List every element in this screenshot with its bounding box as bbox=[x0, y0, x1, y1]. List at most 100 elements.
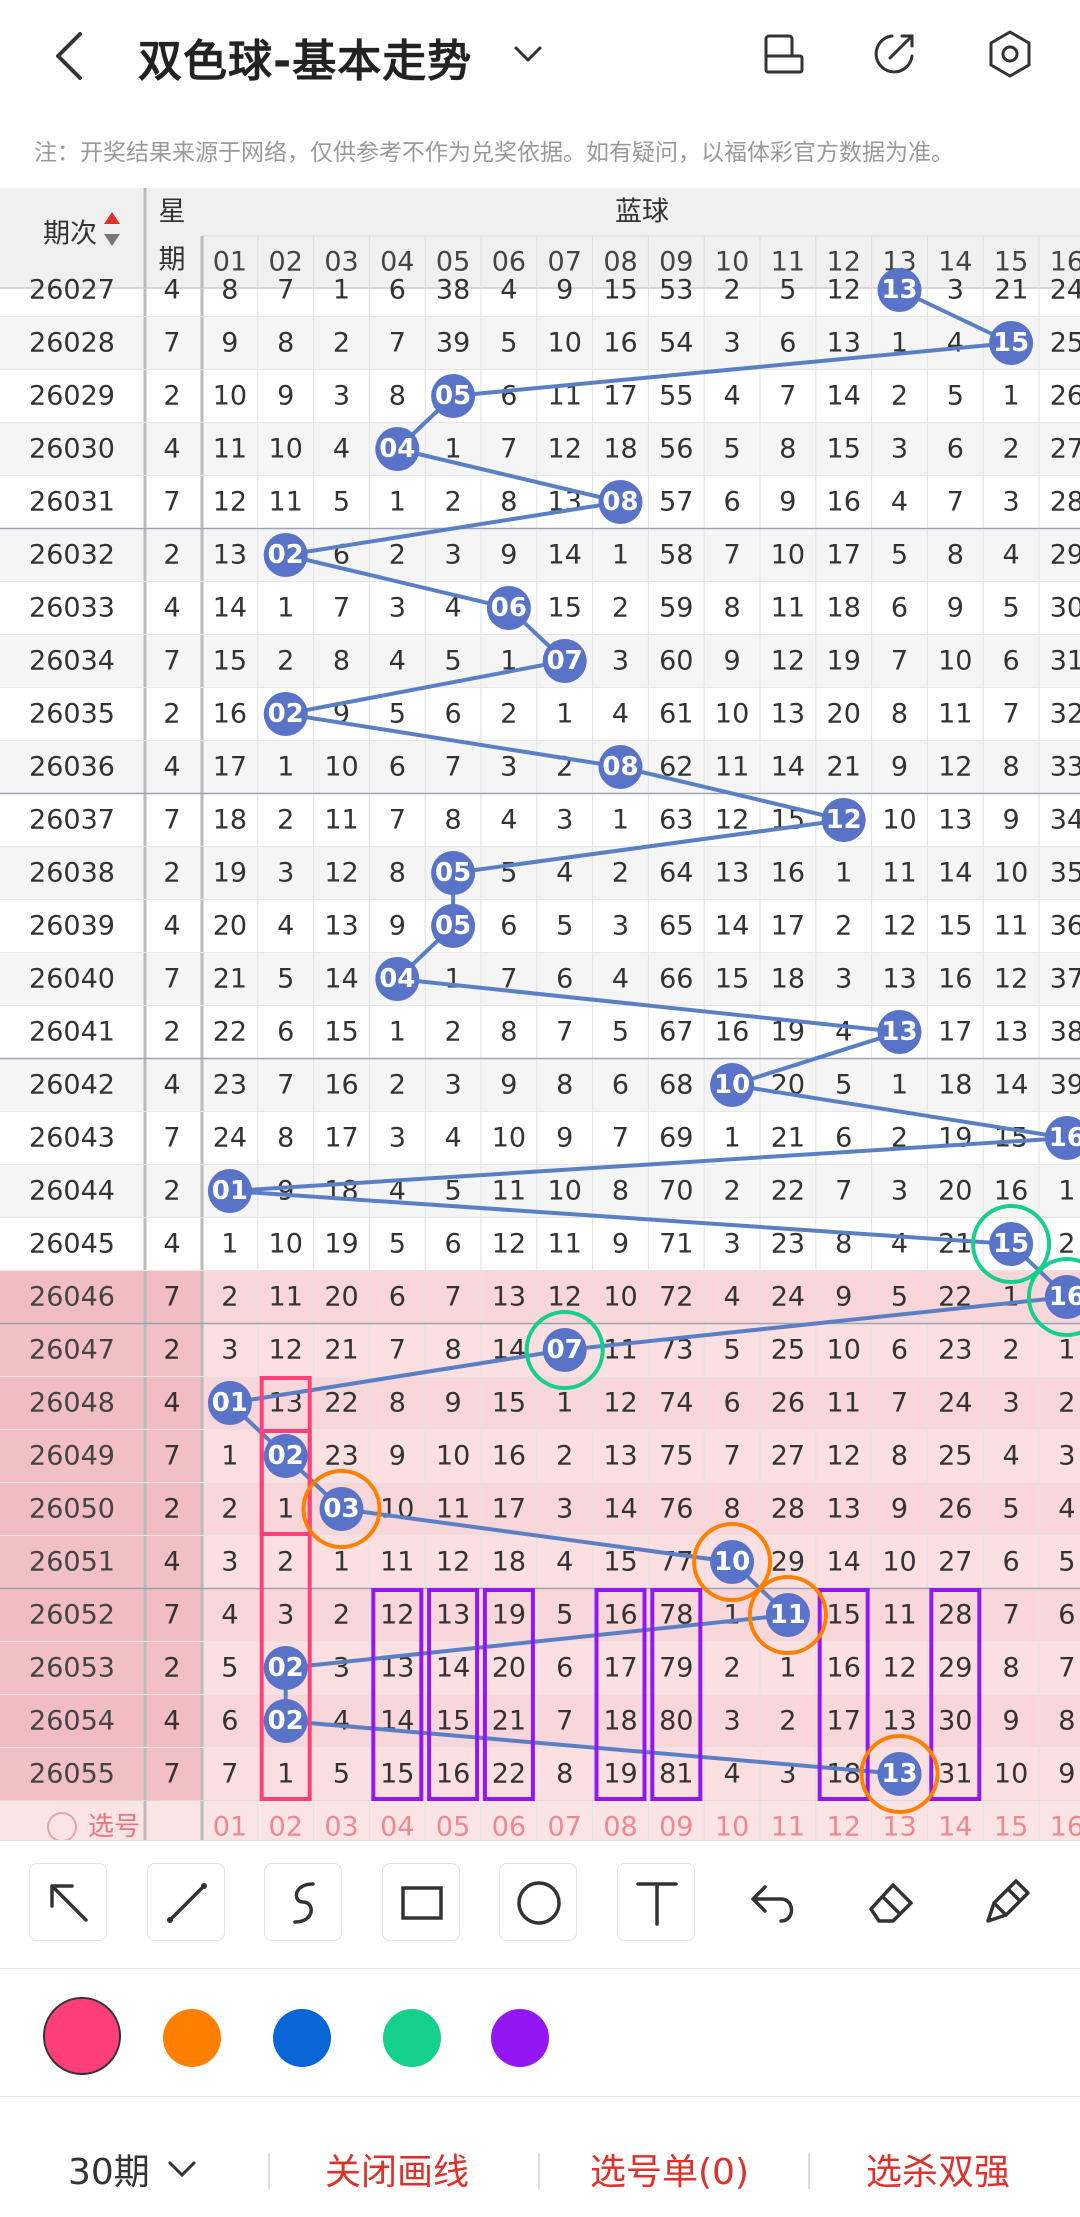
miss-count-cell: 5 bbox=[612, 1017, 629, 1048]
annotation-rectangle[interactable] bbox=[259, 1429, 312, 1801]
undo-icon[interactable] bbox=[735, 1863, 813, 1941]
color-swatch-blue[interactable] bbox=[273, 2009, 331, 2067]
miss-count-cell: 2 bbox=[612, 593, 629, 624]
eraser-icon[interactable] bbox=[853, 1863, 931, 1941]
close-lines-button[interactable]: 关闭画线 bbox=[325, 2152, 470, 2193]
circle-tool[interactable] bbox=[499, 1863, 577, 1941]
title-dropdown-chevron-icon[interactable] bbox=[510, 36, 546, 72]
miss-count-cell: 57 bbox=[659, 487, 693, 518]
winning-ball[interactable] bbox=[263, 1434, 308, 1478]
annotation-rectangle[interactable] bbox=[371, 1588, 424, 1801]
winning-ball[interactable] bbox=[431, 851, 476, 895]
annotation-rectangle[interactable] bbox=[817, 1588, 870, 1801]
winning-ball[interactable] bbox=[375, 427, 420, 471]
annotation-rectangle[interactable] bbox=[650, 1588, 703, 1801]
winning-ball[interactable] bbox=[431, 374, 476, 418]
annotation-circle[interactable] bbox=[1026, 1257, 1080, 1337]
color-swatch-orange[interactable] bbox=[163, 2009, 221, 2067]
screen-layout-icon[interactable] bbox=[758, 28, 810, 80]
period-select[interactable]: 30期 bbox=[68, 2152, 150, 2193]
winning-ball[interactable] bbox=[263, 1646, 308, 1690]
sort-down-icon[interactable] bbox=[104, 234, 120, 246]
miss-count-cell: 18 bbox=[324, 1176, 358, 1207]
winning-ball[interactable] bbox=[263, 692, 308, 736]
miss-count-cell: 6 bbox=[779, 328, 796, 359]
edit-share-icon[interactable] bbox=[868, 28, 920, 80]
table-row-left-bg bbox=[0, 1429, 202, 1483]
winning-ball[interactable] bbox=[207, 1381, 252, 1425]
back-chevron-icon[interactable] bbox=[50, 30, 90, 82]
winning-ball[interactable] bbox=[431, 904, 476, 948]
miss-count-cell: 4 bbox=[221, 1600, 238, 1631]
annotation-circle[interactable] bbox=[692, 1522, 773, 1602]
winning-ball[interactable] bbox=[765, 1593, 810, 1637]
annotation-circle[interactable] bbox=[859, 1734, 940, 1814]
page-title[interactable]: 双色球-基本走势 bbox=[138, 36, 473, 87]
miss-count-cell: 11 bbox=[548, 1229, 582, 1260]
miss-count-cell: 4 bbox=[724, 1759, 741, 1790]
winning-ball[interactable] bbox=[319, 1487, 364, 1531]
winning-ball[interactable] bbox=[542, 639, 587, 683]
winning-ball[interactable] bbox=[877, 1752, 922, 1796]
winning-ball-number: 03 bbox=[323, 1494, 359, 1524]
annotation-circle[interactable] bbox=[524, 1310, 605, 1390]
clear-brush-icon[interactable] bbox=[970, 1863, 1048, 1941]
table-row-left-bg bbox=[0, 1694, 202, 1748]
cursor-arrow-tool[interactable] bbox=[29, 1863, 107, 1941]
miss-count-cell: 6 bbox=[556, 1653, 573, 1684]
miss-count-cell: 7 bbox=[891, 1388, 908, 1419]
number-column-header: 12 bbox=[827, 247, 861, 278]
settings-icon[interactable] bbox=[984, 28, 1036, 80]
winning-ball[interactable] bbox=[877, 268, 922, 312]
miss-count-cell: 6 bbox=[389, 275, 406, 306]
winning-ball[interactable] bbox=[375, 957, 420, 1001]
pick-list-button[interactable]: 选号单(0) bbox=[590, 2152, 749, 2193]
annotation-circle[interactable] bbox=[301, 1469, 382, 1549]
miss-count-cell: 14 bbox=[213, 593, 247, 624]
miss-count-cell: 1 bbox=[277, 1759, 294, 1790]
color-swatch-pink[interactable] bbox=[43, 1997, 121, 2075]
winning-ball[interactable] bbox=[1044, 1275, 1080, 1319]
freehand-tool[interactable] bbox=[264, 1863, 342, 1941]
miss-count-cell: 9 bbox=[500, 540, 517, 571]
kill-strong-button[interactable]: 选杀双强 bbox=[866, 2152, 1011, 2193]
winning-ball[interactable] bbox=[263, 533, 308, 577]
annotation-rectangle[interactable] bbox=[929, 1588, 982, 1801]
annotation-rectangle[interactable] bbox=[482, 1588, 535, 1801]
select-radio-icon[interactable] bbox=[47, 1812, 77, 1840]
miss-count-cell: 9 bbox=[612, 1229, 629, 1260]
miss-count-cell: 9 bbox=[277, 1176, 294, 1207]
winning-ball[interactable] bbox=[1044, 1116, 1080, 1160]
rectangle-tool[interactable] bbox=[382, 1863, 460, 1941]
winning-ball[interactable] bbox=[821, 798, 866, 842]
period-cell: 26044 bbox=[29, 1176, 115, 1207]
miss-count-cell: 6 bbox=[221, 1706, 238, 1737]
winning-ball[interactable] bbox=[710, 1540, 755, 1584]
winning-ball[interactable] bbox=[598, 745, 643, 789]
winning-ball[interactable] bbox=[263, 1699, 308, 1743]
annotation-circle[interactable] bbox=[971, 1204, 1052, 1284]
line-tool[interactable] bbox=[147, 1863, 225, 1941]
sort-up-icon[interactable] bbox=[104, 212, 120, 224]
annotation-rectangle[interactable] bbox=[427, 1588, 480, 1801]
winning-ball[interactable] bbox=[542, 1328, 587, 1372]
winning-ball[interactable] bbox=[877, 1010, 922, 1054]
miss-count-cell: 3 bbox=[724, 328, 741, 359]
annotation-circle[interactable] bbox=[747, 1575, 828, 1655]
winning-ball[interactable] bbox=[207, 1169, 252, 1213]
annotation-rectangle[interactable] bbox=[594, 1588, 647, 1801]
miss-count-cell: 3 bbox=[556, 805, 573, 836]
miss-count-cell: 2 bbox=[333, 1600, 350, 1631]
winning-ball[interactable] bbox=[989, 1222, 1034, 1266]
text-tool[interactable] bbox=[617, 1863, 695, 1941]
winning-ball[interactable] bbox=[989, 321, 1034, 365]
winning-ball[interactable] bbox=[486, 586, 531, 630]
color-swatch-purple[interactable] bbox=[491, 2009, 549, 2067]
miss-count-cell: 11 bbox=[324, 805, 358, 836]
miss-count-cell: 14 bbox=[548, 540, 582, 571]
miss-count-cell: 63 bbox=[659, 805, 693, 836]
period-dropdown-chevron-icon[interactable] bbox=[166, 2155, 198, 2183]
winning-ball[interactable] bbox=[710, 1063, 755, 1107]
color-swatch-green[interactable] bbox=[383, 2009, 441, 2067]
winning-ball[interactable] bbox=[598, 480, 643, 524]
